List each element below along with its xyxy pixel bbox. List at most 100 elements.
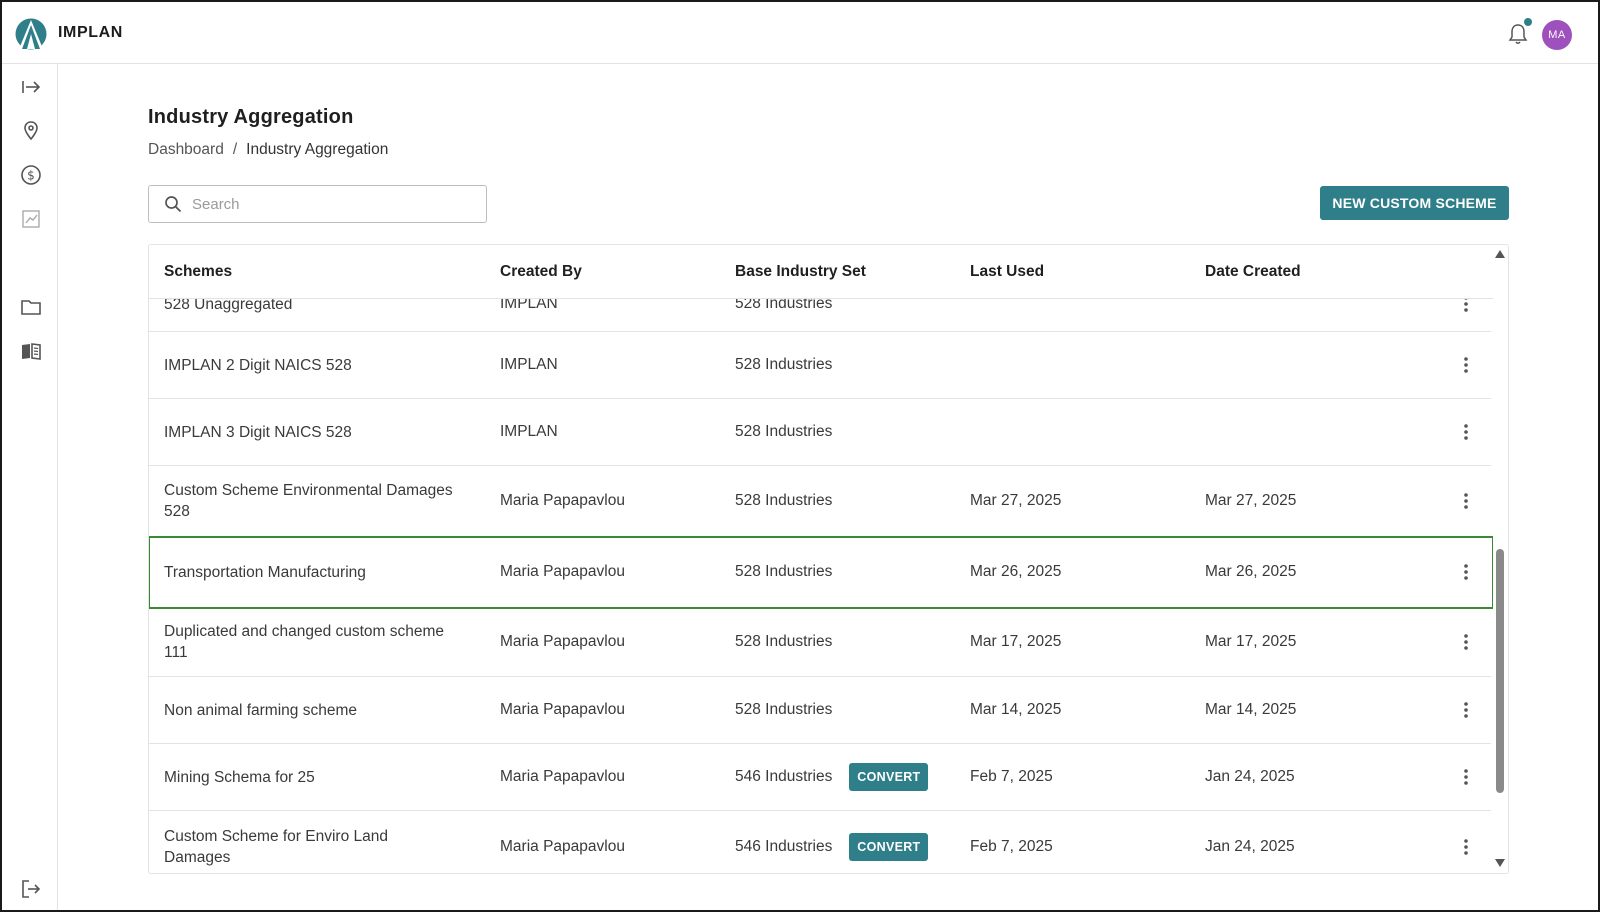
logout-icon[interactable] xyxy=(20,878,42,900)
table-row[interactable]: Custom Scheme Environmental Damages 528 M… xyxy=(149,466,1493,537)
row-menu-button[interactable] xyxy=(1454,299,1478,331)
table-row[interactable]: Custom Scheme for Enviro Land Damages Mar… xyxy=(149,811,1493,873)
base-industry-cell-text: 546 Industries xyxy=(735,837,833,855)
table-row[interactable]: Non animal farming scheme Maria Papapavlo… xyxy=(149,677,1493,744)
table-row[interactable]: IMPLAN 2 Digit NAICS 528 IMPLAN 528 Indust… xyxy=(149,332,1493,399)
last-used-cell: Mar 26, 2025 xyxy=(970,537,1061,607)
base-industry-cell-text: 528 Industries xyxy=(735,563,833,580)
base-industry-cell: 528 Industries xyxy=(735,299,832,331)
breadcrumb-current: Industry Aggregation xyxy=(246,141,389,158)
row-menu-button[interactable] xyxy=(1454,399,1478,465)
scheme-name-cell[interactable]: Non animal farming scheme xyxy=(164,677,454,743)
svg-text:$: $ xyxy=(27,169,35,183)
user-avatar[interactable]: MA xyxy=(1542,20,1572,50)
base-industry-cell-text: 528 Industries xyxy=(735,492,833,509)
kebab-menu-icon xyxy=(1464,702,1468,718)
chart-icon[interactable] xyxy=(20,208,42,230)
base-industry-cell-text: 528 Industries xyxy=(735,633,833,650)
last-used-cell: Mar 27, 2025 xyxy=(970,466,1061,536)
row-menu-button[interactable] xyxy=(1454,811,1478,873)
row-menu-button[interactable] xyxy=(1454,537,1478,607)
column-header-last-used[interactable]: Last Used xyxy=(970,263,1045,280)
notification-bell-icon[interactable] xyxy=(1508,23,1528,45)
date-created-cell-text: Mar 14, 2025 xyxy=(1205,701,1297,718)
date-created-cell: Mar 27, 2025 xyxy=(1205,466,1296,536)
row-menu-button[interactable] xyxy=(1454,677,1478,743)
expand-sidebar-icon[interactable] xyxy=(20,76,42,98)
scheme-name-cell-text: IMPLAN 3 Digit NAICS 528 xyxy=(164,423,352,441)
scheme-name-cell[interactable]: 528 Unaggregated xyxy=(164,299,454,331)
date-created-cell: Mar 14, 2025 xyxy=(1205,677,1296,743)
breadcrumb-dashboard-link[interactable]: Dashboard xyxy=(148,141,224,158)
new-custom-scheme-button[interactable]: NEW CUSTOM SCHEME xyxy=(1320,186,1509,220)
base-industry-cell-text: 528 Industries xyxy=(735,701,833,718)
scheme-name-cell[interactable]: Custom Scheme for Enviro Land Damages xyxy=(164,811,454,873)
dollar-circle-icon[interactable]: $ xyxy=(20,164,42,186)
base-industry-cell: 528 Industries xyxy=(735,537,832,607)
scrollbar-thumb[interactable] xyxy=(1496,549,1504,793)
date-created-cell: Mar 17, 2025 xyxy=(1205,608,1296,676)
date-created-cell: Jan 24, 2025 xyxy=(1205,811,1295,873)
scheme-name-cell[interactable]: IMPLAN 3 Digit NAICS 528 xyxy=(164,399,454,465)
date-created-cell-text: Mar 26, 2025 xyxy=(1205,563,1297,580)
table-row[interactable]: 528 Unaggregated IMPLAN 528 Industries xyxy=(149,299,1493,332)
convert-button[interactable]: CONVERT xyxy=(849,832,929,861)
row-menu-button[interactable] xyxy=(1454,744,1478,810)
table-row[interactable]: Duplicated and changed custom scheme 111… xyxy=(149,608,1493,677)
scheme-name-cell-text: Non animal farming scheme xyxy=(164,701,357,719)
scroll-down-arrow-icon[interactable] xyxy=(1495,859,1505,867)
table-row[interactable]: IMPLAN 3 Digit NAICS 528 IMPLAN 528 Indust… xyxy=(149,399,1493,466)
column-header-created-by[interactable]: Created By xyxy=(500,263,582,280)
implan-logo-icon xyxy=(15,18,47,50)
breadcrumb-separator: / xyxy=(232,141,238,158)
kebab-menu-icon xyxy=(1464,634,1468,650)
created-by-cell: Maria Papapavlou xyxy=(500,608,625,676)
scroll-up-arrow-icon[interactable] xyxy=(1495,250,1505,258)
last-used-cell: Feb 7, 2025 xyxy=(970,811,1053,873)
book-icon[interactable] xyxy=(20,340,42,362)
scheme-name-cell[interactable]: IMPLAN 2 Digit NAICS 528 xyxy=(164,332,454,398)
scheme-name-cell[interactable]: Transportation Manufacturing xyxy=(164,537,454,607)
created-by-cell-text: Maria Papapavlou xyxy=(500,837,625,855)
date-created-cell-text: Mar 17, 2025 xyxy=(1205,633,1297,650)
scheme-name-cell-text: Custom Scheme Environmental Damages 528 xyxy=(164,482,453,520)
page-title: Industry Aggregation xyxy=(148,106,354,128)
table-row[interactable]: Mining Schema for 25 Maria Papapavlou 546 … xyxy=(149,744,1493,811)
last-used-cell-text: Feb 7, 2025 xyxy=(970,837,1053,855)
created-by-cell: IMPLAN xyxy=(500,299,558,331)
created-by-cell-text: IMPLAN xyxy=(500,299,558,312)
base-industry-cell: 528 Industries xyxy=(735,677,832,743)
scheme-name-cell-text: Mining Schema for 25 xyxy=(164,768,315,786)
folder-icon[interactable] xyxy=(20,296,42,318)
last-used-cell-text: Mar 26, 2025 xyxy=(970,563,1062,580)
date-created-cell-text: Jan 24, 2025 xyxy=(1205,837,1295,855)
search-icon xyxy=(165,196,182,213)
row-menu-button[interactable] xyxy=(1454,608,1478,676)
base-industry-cell-text: 528 Industries xyxy=(735,356,833,373)
row-menu-button[interactable] xyxy=(1454,466,1478,536)
scheme-name-cell[interactable]: Duplicated and changed custom scheme 111 xyxy=(164,608,454,676)
scheme-name-cell[interactable]: Custom Scheme Environmental Damages 528 xyxy=(164,466,454,536)
scheme-name-cell[interactable]: Mining Schema for 25 xyxy=(164,744,454,810)
column-header-base-industry-set[interactable]: Base Industry Set xyxy=(735,263,866,280)
created-by-cell-text: Maria Papapavlou xyxy=(500,492,625,509)
scheme-name-cell-text: Duplicated and changed custom scheme 111 xyxy=(164,623,445,661)
column-header-date-created[interactable]: Date Created xyxy=(1205,263,1301,280)
created-by-cell: Maria Papapavlou xyxy=(500,466,625,536)
scheme-name-cell-text: IMPLAN 2 Digit NAICS 528 xyxy=(164,356,352,374)
base-industry-cell: 528 Industries xyxy=(735,466,832,536)
kebab-menu-icon xyxy=(1464,424,1468,440)
search-box[interactable] xyxy=(148,185,487,223)
column-header-schemes[interactable]: Schemes xyxy=(164,263,233,280)
table-row[interactable]: Transportation Manufacturing Maria Papapa… xyxy=(149,536,1493,609)
base-industry-cell: 528 Industries xyxy=(735,399,832,465)
base-industry-cell-text: 528 Industries xyxy=(735,299,833,312)
map-pin-icon[interactable] xyxy=(20,120,42,142)
row-menu-button[interactable] xyxy=(1454,332,1478,398)
schemes-table: Schemes Created By Base Industry Set Las… xyxy=(148,244,1509,874)
created-by-cell: Maria Papapavlou xyxy=(500,744,625,810)
search-input[interactable] xyxy=(192,195,462,213)
convert-button[interactable]: CONVERT xyxy=(849,763,929,791)
table-scrollbar[interactable] xyxy=(1491,245,1508,873)
